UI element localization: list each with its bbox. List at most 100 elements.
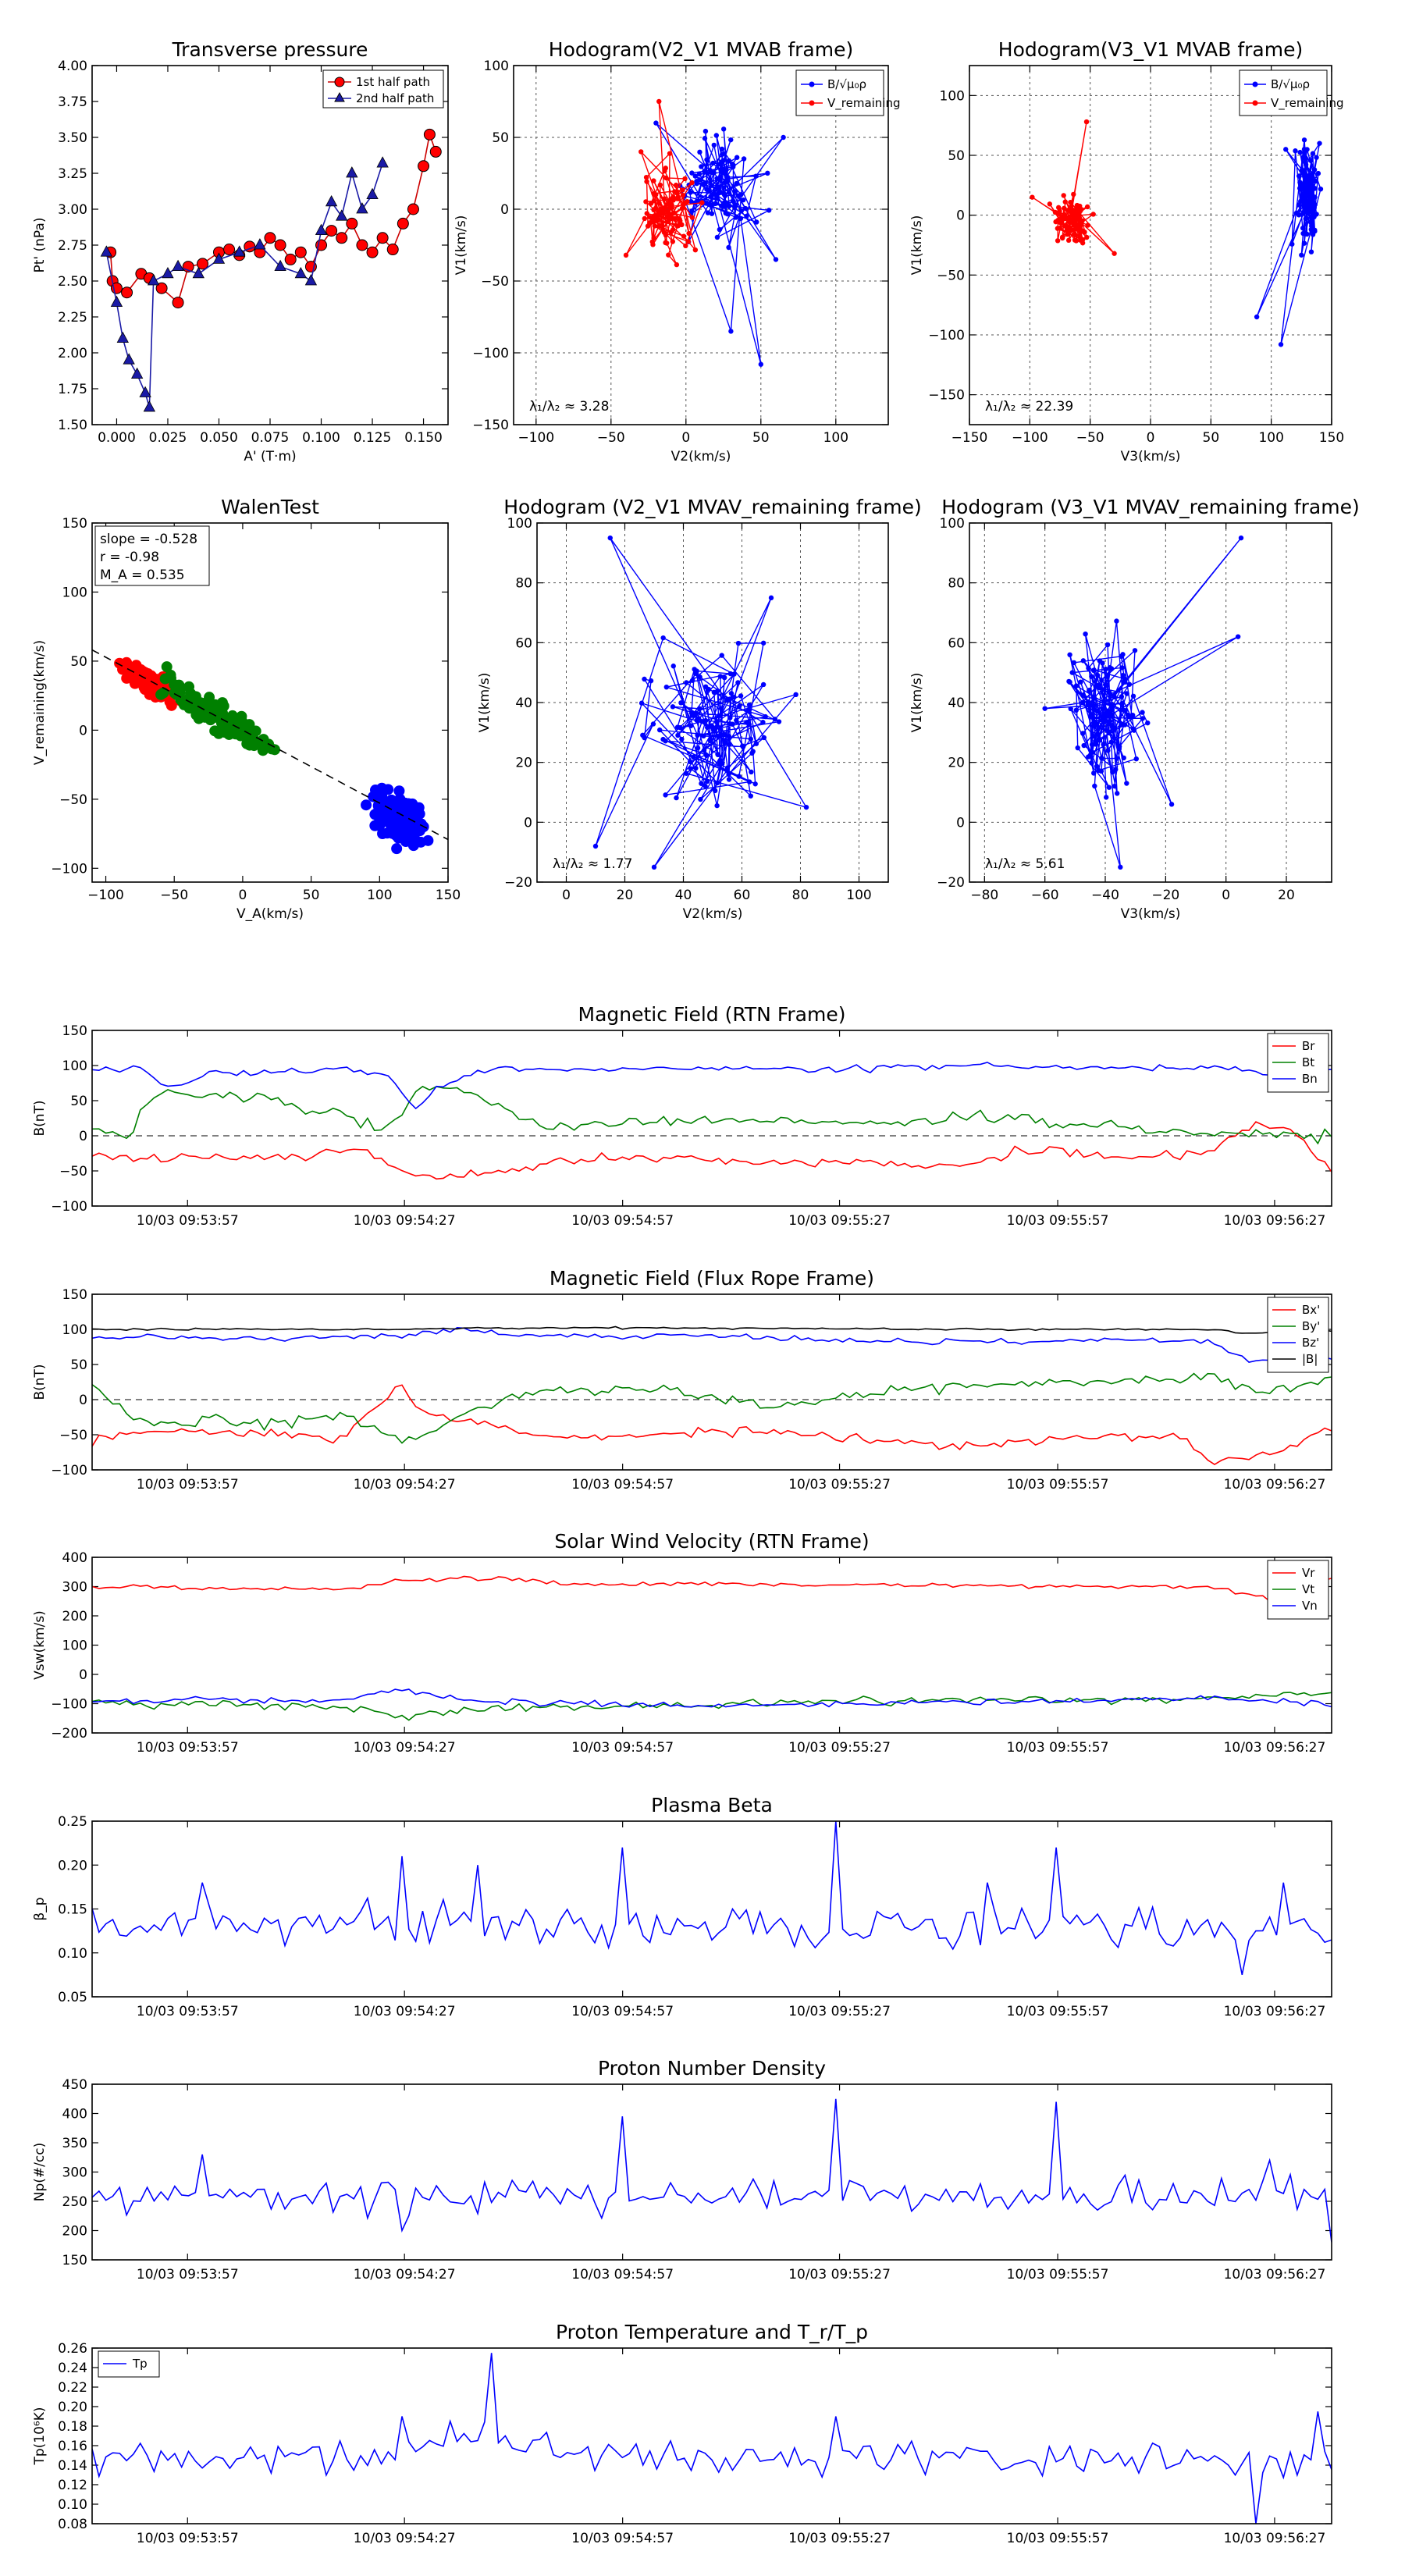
data-point — [1088, 714, 1094, 720]
y-tick-label: 80 — [515, 576, 532, 592]
data-point — [197, 710, 208, 722]
data-point — [1062, 199, 1068, 205]
data-point — [731, 162, 736, 168]
data-point — [257, 745, 269, 756]
data-point — [695, 732, 700, 738]
data-point — [1301, 137, 1307, 143]
data-point — [1310, 151, 1316, 156]
data-point — [651, 235, 656, 241]
data-point — [727, 671, 734, 677]
x-tick-label: 10/03 09:54:57 — [571, 1740, 674, 1756]
x-tick-label: 10/03 09:53:57 — [137, 1213, 239, 1229]
data-point — [110, 295, 123, 307]
y-tick-label: −20 — [937, 875, 965, 891]
data-point — [356, 239, 368, 251]
y-axis-label: β_p — [32, 1897, 48, 1920]
data-point — [765, 170, 770, 176]
data-point — [1101, 742, 1106, 747]
y-tick-label: 20 — [948, 756, 965, 771]
plot-frame — [91, 2083, 1332, 2261]
x-tick-label: 10/03 09:56:27 — [1224, 2267, 1326, 2282]
data-point — [678, 724, 683, 731]
data-point — [660, 211, 666, 216]
data-point — [667, 151, 673, 156]
data-point — [1072, 217, 1077, 222]
data-point — [643, 199, 649, 205]
data-point — [670, 210, 677, 216]
data-point — [1130, 693, 1136, 699]
data-point — [391, 843, 403, 855]
y-tick-label: 150 — [62, 1287, 87, 1303]
data-point — [1126, 681, 1133, 687]
data-point — [1104, 728, 1110, 733]
data-point — [1114, 756, 1119, 761]
x-tick-label: 10/03 09:55:57 — [1007, 2267, 1109, 2282]
data-point — [703, 752, 709, 758]
data-point — [650, 242, 656, 247]
data-point — [1302, 189, 1307, 194]
data-point — [714, 176, 720, 181]
data-point — [718, 174, 724, 180]
data-point — [717, 674, 724, 679]
chart-title: Magnetic Field (Flux Rope Frame) — [550, 1267, 874, 1290]
data-point — [717, 732, 724, 738]
y-axis-label: V1(km/s) — [909, 673, 925, 733]
data-point — [315, 223, 328, 235]
data-point — [346, 166, 358, 178]
data-point — [1113, 767, 1119, 772]
data-point — [726, 777, 732, 782]
x-tick-label: 0 — [562, 888, 571, 903]
plot-frame — [91, 1820, 1332, 1998]
data-point — [710, 160, 716, 166]
y-tick-label: 4.00 — [58, 59, 87, 74]
data-point — [1078, 679, 1083, 685]
chart-title: WalenTest — [221, 496, 319, 518]
x-tick-label: 0.075 — [251, 430, 290, 446]
data-point — [244, 719, 255, 731]
data-point — [653, 205, 658, 212]
x-tick-label: 100 — [823, 430, 848, 446]
data-point — [693, 765, 699, 771]
data-point — [143, 400, 156, 412]
data-point — [1061, 193, 1066, 198]
data-point — [356, 202, 368, 214]
data-point — [663, 240, 668, 246]
series-line-Vt — [92, 1692, 1332, 1721]
data-point — [418, 160, 430, 173]
data-point — [1300, 210, 1307, 215]
y-tick-label: −200 — [51, 1726, 87, 1742]
data-point — [607, 535, 613, 541]
data-point — [429, 145, 442, 158]
data-point — [1068, 706, 1073, 712]
series-line-0 — [1256, 140, 1321, 345]
y-tick-label: 100 — [62, 1638, 87, 1654]
x-tick-label: 10/03 09:55:27 — [788, 1740, 891, 1756]
x-tick-label: 0 — [1147, 430, 1155, 446]
y-tick-label: 20 — [515, 756, 532, 771]
data-point — [734, 155, 740, 160]
plot-frame — [969, 522, 1332, 883]
data-point — [1302, 149, 1307, 155]
data-point — [1096, 682, 1102, 688]
data-point — [1092, 783, 1097, 789]
x-axis-label: V3(km/s) — [1121, 449, 1181, 464]
data-point — [1119, 665, 1125, 671]
plot-frame — [91, 522, 449, 883]
data-point — [1106, 785, 1112, 790]
data-point — [744, 720, 749, 725]
data-point — [689, 678, 695, 683]
chart-walen: WalenTest −100 −50 0 50 100 150 −100 −50 0 50 100 15… — [32, 496, 461, 922]
y-tick-label: −100 — [51, 861, 87, 877]
data-point — [681, 201, 687, 207]
x-tick-label: 0 — [239, 888, 247, 903]
y-tick-label: 0.10 — [58, 2497, 87, 2513]
data-point — [716, 713, 722, 719]
data-point — [423, 128, 436, 141]
y-tick-label: 100 — [940, 88, 965, 104]
data-point — [1311, 167, 1318, 173]
y-tick-label: 2.50 — [58, 274, 87, 290]
data-point — [1083, 119, 1090, 125]
data-point — [721, 674, 727, 681]
data-point — [1104, 642, 1111, 648]
stats-box — [94, 525, 210, 586]
